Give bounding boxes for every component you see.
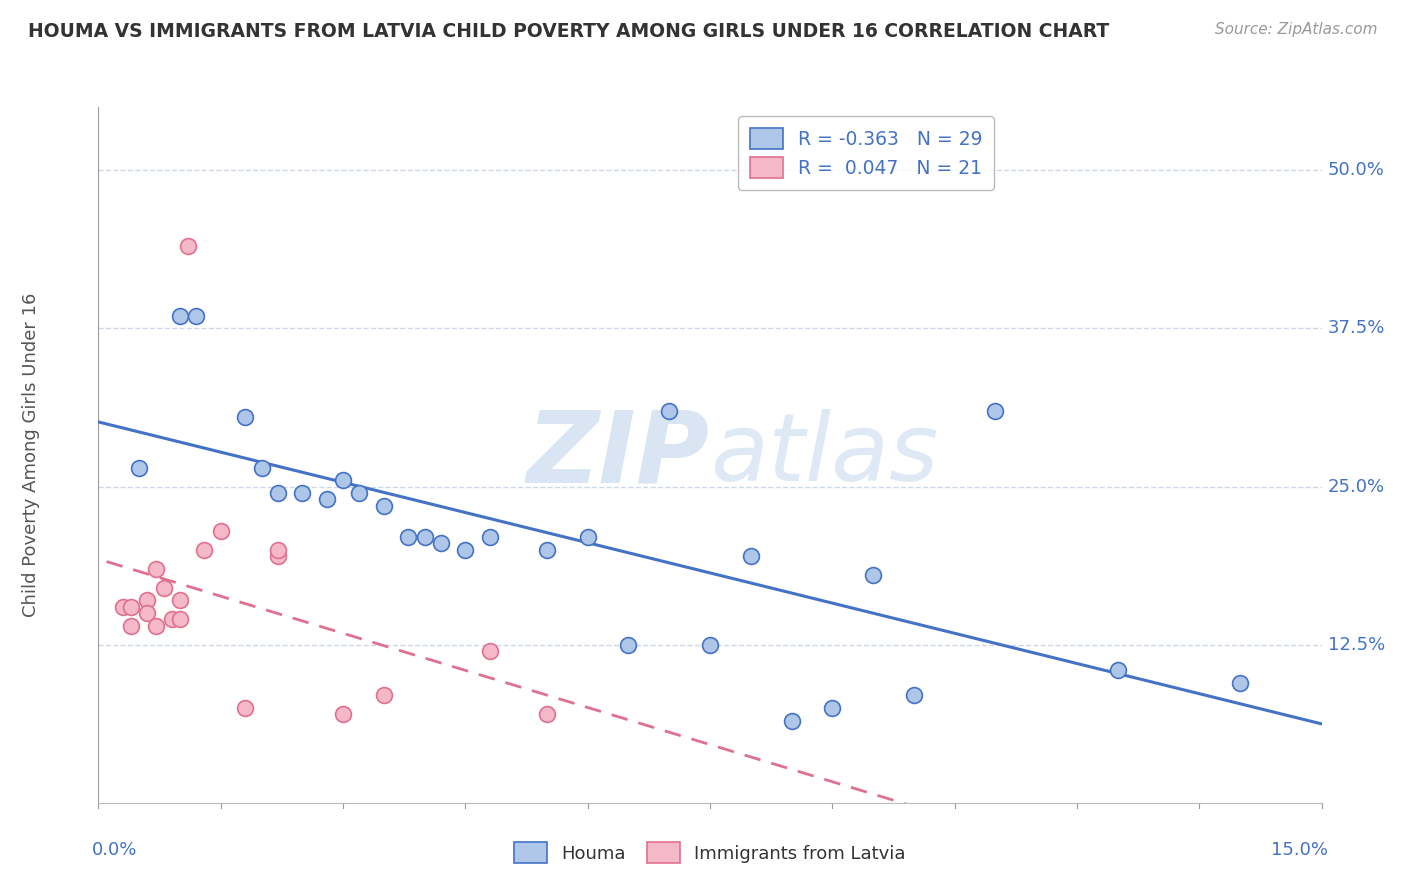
Point <box>136 593 159 607</box>
Point <box>145 618 167 632</box>
Point <box>193 542 215 557</box>
Text: atlas: atlas <box>710 409 938 500</box>
Point <box>984 403 1007 417</box>
Point <box>478 530 501 544</box>
Point <box>349 486 371 500</box>
Text: 25.0%: 25.0% <box>1327 477 1385 496</box>
Point <box>576 530 599 544</box>
Point <box>120 618 142 632</box>
Point <box>536 542 558 557</box>
Text: Child Poverty Among Girls Under 16: Child Poverty Among Girls Under 16 <box>22 293 41 617</box>
Point <box>177 239 200 253</box>
Point <box>152 581 174 595</box>
Point <box>862 568 884 582</box>
Legend: Houma, Immigrants from Latvia: Houma, Immigrants from Latvia <box>508 835 912 871</box>
Point <box>145 562 167 576</box>
Text: 0.0%: 0.0% <box>93 841 138 859</box>
Point <box>699 638 721 652</box>
Text: 15.0%: 15.0% <box>1271 841 1327 859</box>
Point <box>536 707 558 722</box>
Point <box>396 530 419 544</box>
Point <box>903 688 925 702</box>
Point <box>373 688 395 702</box>
Point <box>233 409 256 424</box>
Point <box>1107 663 1129 677</box>
Point <box>267 486 290 500</box>
Point <box>120 599 142 614</box>
Point <box>658 403 681 417</box>
Point <box>780 714 803 728</box>
Point <box>315 492 337 507</box>
Point <box>1229 675 1251 690</box>
Point <box>373 499 395 513</box>
Text: ZIP: ZIP <box>527 407 710 503</box>
Point <box>332 473 354 487</box>
Point <box>291 486 314 500</box>
Point <box>128 460 150 475</box>
Text: 37.5%: 37.5% <box>1327 319 1385 337</box>
Point <box>169 612 191 626</box>
Text: 50.0%: 50.0% <box>1327 161 1385 179</box>
Point <box>478 644 501 658</box>
Point <box>169 309 191 323</box>
Text: Source: ZipAtlas.com: Source: ZipAtlas.com <box>1215 22 1378 37</box>
Point <box>267 542 290 557</box>
Text: HOUMA VS IMMIGRANTS FROM LATVIA CHILD POVERTY AMONG GIRLS UNDER 16 CORRELATION C: HOUMA VS IMMIGRANTS FROM LATVIA CHILD PO… <box>28 22 1109 41</box>
Point <box>332 707 354 722</box>
Point <box>617 638 640 652</box>
Point <box>413 530 436 544</box>
Point <box>186 309 208 323</box>
Point <box>233 701 256 715</box>
Point <box>430 536 453 550</box>
Point <box>454 542 477 557</box>
Point <box>740 549 762 563</box>
Point <box>250 460 273 475</box>
Point <box>267 549 290 563</box>
Text: 12.5%: 12.5% <box>1327 636 1385 654</box>
Point <box>169 593 191 607</box>
Point <box>209 524 232 538</box>
Point <box>111 599 134 614</box>
Point <box>136 606 159 620</box>
Point <box>821 701 844 715</box>
Point <box>160 612 183 626</box>
